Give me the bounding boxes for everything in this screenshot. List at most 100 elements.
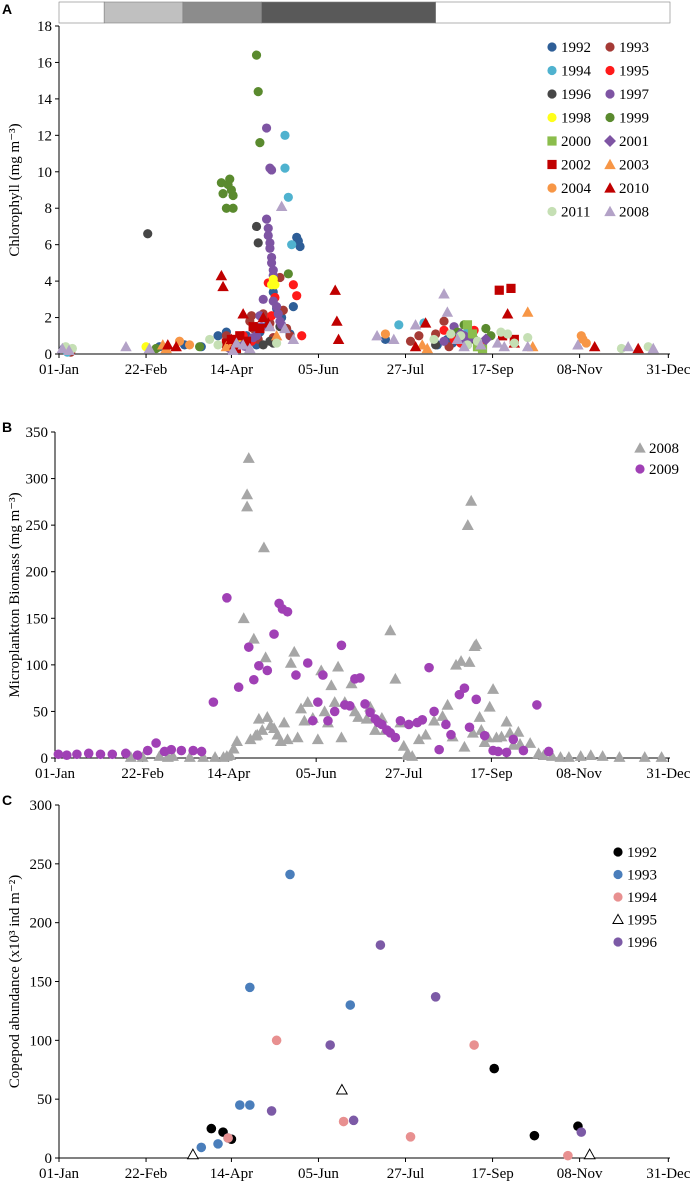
- data-point: [613, 751, 626, 762]
- legend-marker: [605, 112, 615, 123]
- data-point: [266, 258, 277, 268]
- data-point: [142, 745, 153, 756]
- data-point: [463, 656, 476, 667]
- data-point: [307, 715, 318, 726]
- data-point: [282, 606, 293, 617]
- legend-label: 2004: [561, 181, 592, 197]
- legend-label: 2010: [619, 181, 649, 197]
- data-point: [332, 333, 345, 345]
- y-tick-label: 6: [45, 238, 53, 254]
- legend-marker: [547, 89, 557, 99]
- data-point: [360, 712, 373, 724]
- data-point: [638, 751, 651, 762]
- data-point: [409, 340, 422, 352]
- data-point: [529, 1130, 540, 1141]
- data-point: [438, 288, 450, 299]
- data-point: [554, 751, 567, 762]
- data-point: [237, 339, 249, 350]
- data-point: [583, 1148, 596, 1160]
- data-point: [298, 714, 311, 726]
- data-point: [234, 1100, 245, 1110]
- x-tick-label: 08-Nov: [556, 766, 602, 782]
- data-point: [280, 130, 290, 140]
- data-point: [375, 940, 386, 950]
- data-point: [441, 698, 454, 710]
- data-point: [493, 746, 503, 757]
- data-point: [632, 342, 644, 354]
- data-point: [588, 340, 601, 352]
- data-point: [261, 214, 272, 224]
- panel-letter: C: [2, 792, 12, 808]
- data-point: [287, 240, 297, 250]
- x-tick-label: 22-Feb: [125, 362, 168, 378]
- legend-marker: [547, 42, 557, 52]
- data-point: [509, 338, 519, 348]
- data-point: [244, 342, 256, 354]
- y-tick-label: 200: [30, 916, 53, 932]
- data-point: [280, 163, 290, 173]
- legend-label: 2008: [649, 441, 679, 457]
- data-point: [241, 488, 254, 500]
- data-point: [325, 679, 338, 691]
- data-point: [230, 337, 243, 348]
- data-point: [251, 331, 262, 341]
- data-point: [537, 749, 550, 761]
- data-point: [151, 738, 161, 748]
- data-point: [270, 330, 283, 341]
- data-point: [222, 592, 232, 603]
- legend-label: 2003: [619, 158, 649, 174]
- legend-label: 2000: [561, 134, 591, 150]
- data-point: [153, 750, 166, 761]
- data-point: [281, 733, 294, 745]
- y-axis-title: Copepod abundance (x10³ ind m⁻²): [7, 875, 23, 1089]
- data-point: [335, 731, 348, 743]
- season-segment: [103, 1, 184, 24]
- series-1995: [186, 1083, 596, 1160]
- data-point: [345, 701, 355, 711]
- legend-label: 1997: [619, 87, 650, 103]
- series-2010: [162, 269, 644, 354]
- chart-panel-b: B 0 50 100 150 200 250 300 350 01-Jan 22-Feb 14-Apr…: [2, 419, 691, 782]
- data-point: [237, 612, 250, 624]
- data-point: [266, 165, 277, 175]
- data-point: [417, 715, 428, 725]
- y-tick-label: 200: [26, 565, 49, 581]
- data-point: [454, 689, 465, 700]
- data-point: [270, 280, 280, 290]
- data-point: [395, 715, 406, 726]
- data-point: [247, 632, 260, 644]
- data-point: [241, 336, 252, 346]
- data-point: [295, 241, 305, 252]
- season-bar: [58, 1, 671, 24]
- data-point: [441, 719, 451, 730]
- data-point: [227, 344, 239, 355]
- data-point: [563, 1150, 573, 1161]
- y-tick-label: 150: [26, 611, 49, 627]
- data-point: [622, 340, 634, 352]
- chart-panel-a: A 0 2 4 6 8 10 12 14 16 18 01-Jan 22-Feb 14-Apr 05-Jun…: [2, 1, 691, 378]
- data-point: [446, 329, 456, 339]
- data-point: [188, 745, 198, 756]
- data-point: [254, 660, 264, 671]
- data-point: [61, 750, 72, 761]
- y-tick-label: 250: [26, 518, 49, 534]
- data-point: [302, 658, 313, 668]
- y-tick-label: 2: [45, 311, 53, 327]
- series-1992: [206, 1063, 583, 1144]
- data-point: [414, 331, 424, 341]
- data-point: [266, 1106, 277, 1116]
- data-point: [479, 730, 490, 741]
- legend-marker: [635, 464, 645, 474]
- data-point: [213, 1139, 223, 1149]
- legend-label: 1994: [627, 890, 658, 906]
- data-point: [483, 700, 496, 712]
- data-point: [258, 294, 268, 304]
- data-point: [265, 243, 275, 253]
- legend-marker: [547, 159, 557, 170]
- data-point: [251, 50, 262, 60]
- legend-marker: [605, 89, 615, 99]
- data-point: [223, 1133, 233, 1143]
- x-tick-label: 01-Jan: [39, 1166, 79, 1182]
- data-point: [508, 734, 519, 745]
- data-point: [329, 284, 341, 295]
